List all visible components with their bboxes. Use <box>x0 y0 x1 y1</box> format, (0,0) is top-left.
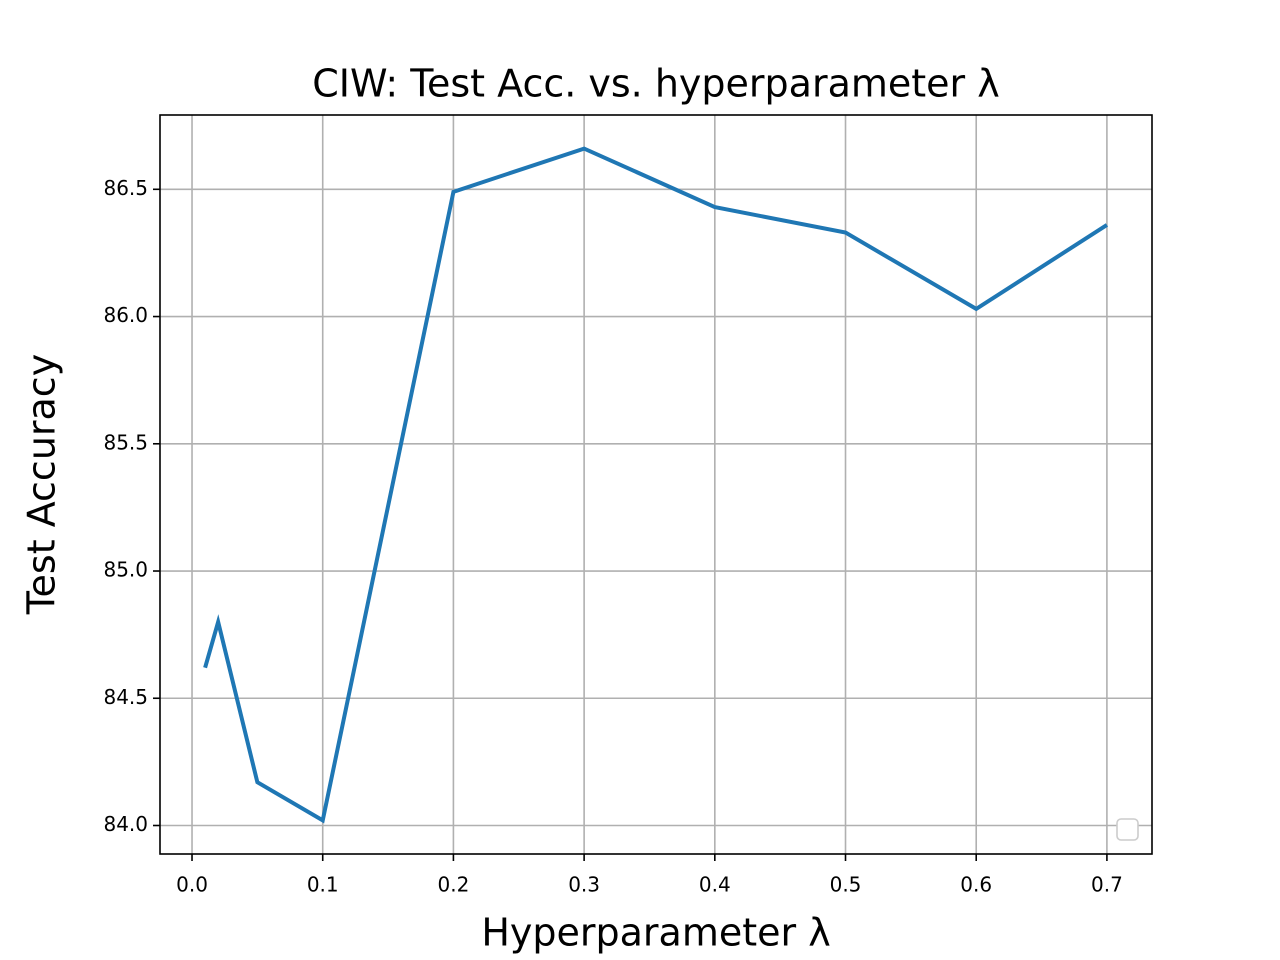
x-tick-label: 0.5 <box>830 873 862 897</box>
y-tick-label: 86.5 <box>103 176 148 200</box>
data-line <box>203 146 1108 824</box>
x-tick-label: 0.1 <box>307 873 339 897</box>
x-tick-label: 0.0 <box>176 873 208 897</box>
y-tick-label: 86.0 <box>103 303 148 327</box>
y-tick-label: 84.5 <box>103 685 148 709</box>
chart-title: CIW: Test Acc. vs. hyperparameter λ <box>312 62 999 106</box>
y-axis-label: Test Accuracy <box>20 354 64 615</box>
y-tick-label: 85.0 <box>103 558 148 582</box>
y-tick-label: 85.5 <box>103 430 148 454</box>
x-tick-label: 0.7 <box>1091 873 1123 897</box>
x-tick-label: 0.3 <box>568 873 600 897</box>
plot-frame <box>159 114 1153 855</box>
x-tick-label: 0.2 <box>438 873 470 897</box>
x-tick-label: 0.4 <box>699 873 731 897</box>
y-tick-label: 84.0 <box>103 812 148 836</box>
legend-box <box>1116 818 1139 841</box>
x-tick-label: 0.6 <box>960 873 992 897</box>
x-axis-label: Hyperparameter λ <box>481 911 830 955</box>
